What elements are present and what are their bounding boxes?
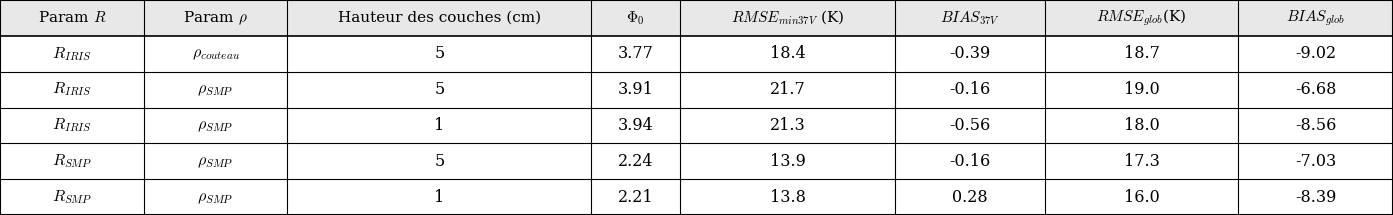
Bar (143, 72, 287, 108)
Bar (143, 0, 287, 36)
Text: Param $\rho$: Param $\rho$ (184, 9, 248, 27)
Text: $\Phi_0$: $\Phi_0$ (627, 9, 645, 27)
Bar (592, 179, 680, 215)
Text: 5: 5 (435, 81, 444, 98)
Text: $BIAS_{glob}$: $BIAS_{glob}$ (1286, 8, 1346, 28)
Text: $\rho_{SMP}$: $\rho_{SMP}$ (198, 153, 234, 170)
Text: $\rho_{SMP}$: $\rho_{SMP}$ (198, 189, 234, 206)
Bar (1238, 72, 1393, 108)
Text: $R_{IRIS}$: $R_{IRIS}$ (52, 45, 92, 63)
Bar (1045, 36, 1238, 72)
Bar (0, 143, 143, 179)
Text: 2.24: 2.24 (618, 153, 653, 170)
Bar (680, 179, 896, 215)
Bar (896, 143, 1045, 179)
Text: $R_{IRIS}$: $R_{IRIS}$ (52, 117, 92, 134)
Text: $RMSE_{glob}$(K): $RMSE_{glob}$(K) (1096, 8, 1187, 28)
Text: 18.4: 18.4 (770, 45, 805, 62)
Bar (592, 143, 680, 179)
Bar (0, 72, 143, 108)
Bar (287, 143, 592, 179)
Bar (1045, 108, 1238, 143)
Text: 3.91: 3.91 (617, 81, 653, 98)
Text: 21.7: 21.7 (770, 81, 805, 98)
Bar (0, 179, 143, 215)
Text: 3.77: 3.77 (617, 45, 653, 62)
Text: 21.3: 21.3 (770, 117, 805, 134)
Bar (143, 36, 287, 72)
Bar (896, 0, 1045, 36)
Bar (680, 0, 896, 36)
Bar (0, 0, 143, 36)
Text: Hauteur des couches (cm): Hauteur des couches (cm) (338, 11, 540, 25)
Bar (1238, 179, 1393, 215)
Text: -0.16: -0.16 (950, 153, 990, 170)
Bar (287, 36, 592, 72)
Text: -8.39: -8.39 (1295, 189, 1336, 206)
Text: 1: 1 (435, 117, 444, 134)
Bar (1045, 143, 1238, 179)
Text: $BIAS_{37V}$: $BIAS_{37V}$ (940, 9, 1000, 27)
Bar (680, 72, 896, 108)
Bar (592, 72, 680, 108)
Text: 1: 1 (435, 189, 444, 206)
Text: 19.0: 19.0 (1124, 81, 1159, 98)
Text: $RMSE_{min37V}$ (K): $RMSE_{min37V}$ (K) (731, 9, 844, 27)
Text: -0.56: -0.56 (950, 117, 990, 134)
Text: 16.0: 16.0 (1124, 189, 1159, 206)
Text: 13.8: 13.8 (770, 189, 805, 206)
Bar (680, 36, 896, 72)
Text: -7.03: -7.03 (1295, 153, 1336, 170)
Bar (1238, 143, 1393, 179)
Bar (896, 36, 1045, 72)
Text: -8.56: -8.56 (1295, 117, 1336, 134)
Bar (1045, 72, 1238, 108)
Bar (896, 72, 1045, 108)
Bar (1045, 0, 1238, 36)
Bar (592, 0, 680, 36)
Text: $\rho_{SMP}$: $\rho_{SMP}$ (198, 117, 234, 134)
Text: 5: 5 (435, 153, 444, 170)
Bar (896, 179, 1045, 215)
Bar (143, 108, 287, 143)
Text: 18.0: 18.0 (1124, 117, 1159, 134)
Text: 13.9: 13.9 (770, 153, 805, 170)
Bar (680, 143, 896, 179)
Text: -6.68: -6.68 (1295, 81, 1336, 98)
Bar (1238, 108, 1393, 143)
Bar (287, 179, 592, 215)
Bar (1238, 0, 1393, 36)
Bar (287, 0, 592, 36)
Bar (592, 108, 680, 143)
Text: 5: 5 (435, 45, 444, 62)
Bar (1045, 179, 1238, 215)
Bar (287, 108, 592, 143)
Text: -9.02: -9.02 (1295, 45, 1336, 62)
Text: 3.94: 3.94 (618, 117, 653, 134)
Bar (1238, 36, 1393, 72)
Bar (680, 108, 896, 143)
Bar (0, 108, 143, 143)
Text: $R_{IRIS}$: $R_{IRIS}$ (52, 81, 92, 98)
Text: -0.39: -0.39 (950, 45, 990, 62)
Text: Param $R$: Param $R$ (38, 10, 106, 25)
Bar (0, 36, 143, 72)
Text: 2.21: 2.21 (618, 189, 653, 206)
Bar (143, 179, 287, 215)
Text: $\rho_{SMP}$: $\rho_{SMP}$ (198, 81, 234, 98)
Bar (896, 108, 1045, 143)
Text: $R_{SMP}$: $R_{SMP}$ (52, 188, 92, 206)
Bar (143, 143, 287, 179)
Bar (592, 36, 680, 72)
Text: $\rho_{couteau}$: $\rho_{couteau}$ (192, 45, 240, 62)
Text: 18.7: 18.7 (1124, 45, 1159, 62)
Bar (287, 72, 592, 108)
Text: $R_{SMP}$: $R_{SMP}$ (52, 152, 92, 170)
Text: 17.3: 17.3 (1124, 153, 1159, 170)
Text: -0.16: -0.16 (950, 81, 990, 98)
Text: 0.28: 0.28 (953, 189, 988, 206)
